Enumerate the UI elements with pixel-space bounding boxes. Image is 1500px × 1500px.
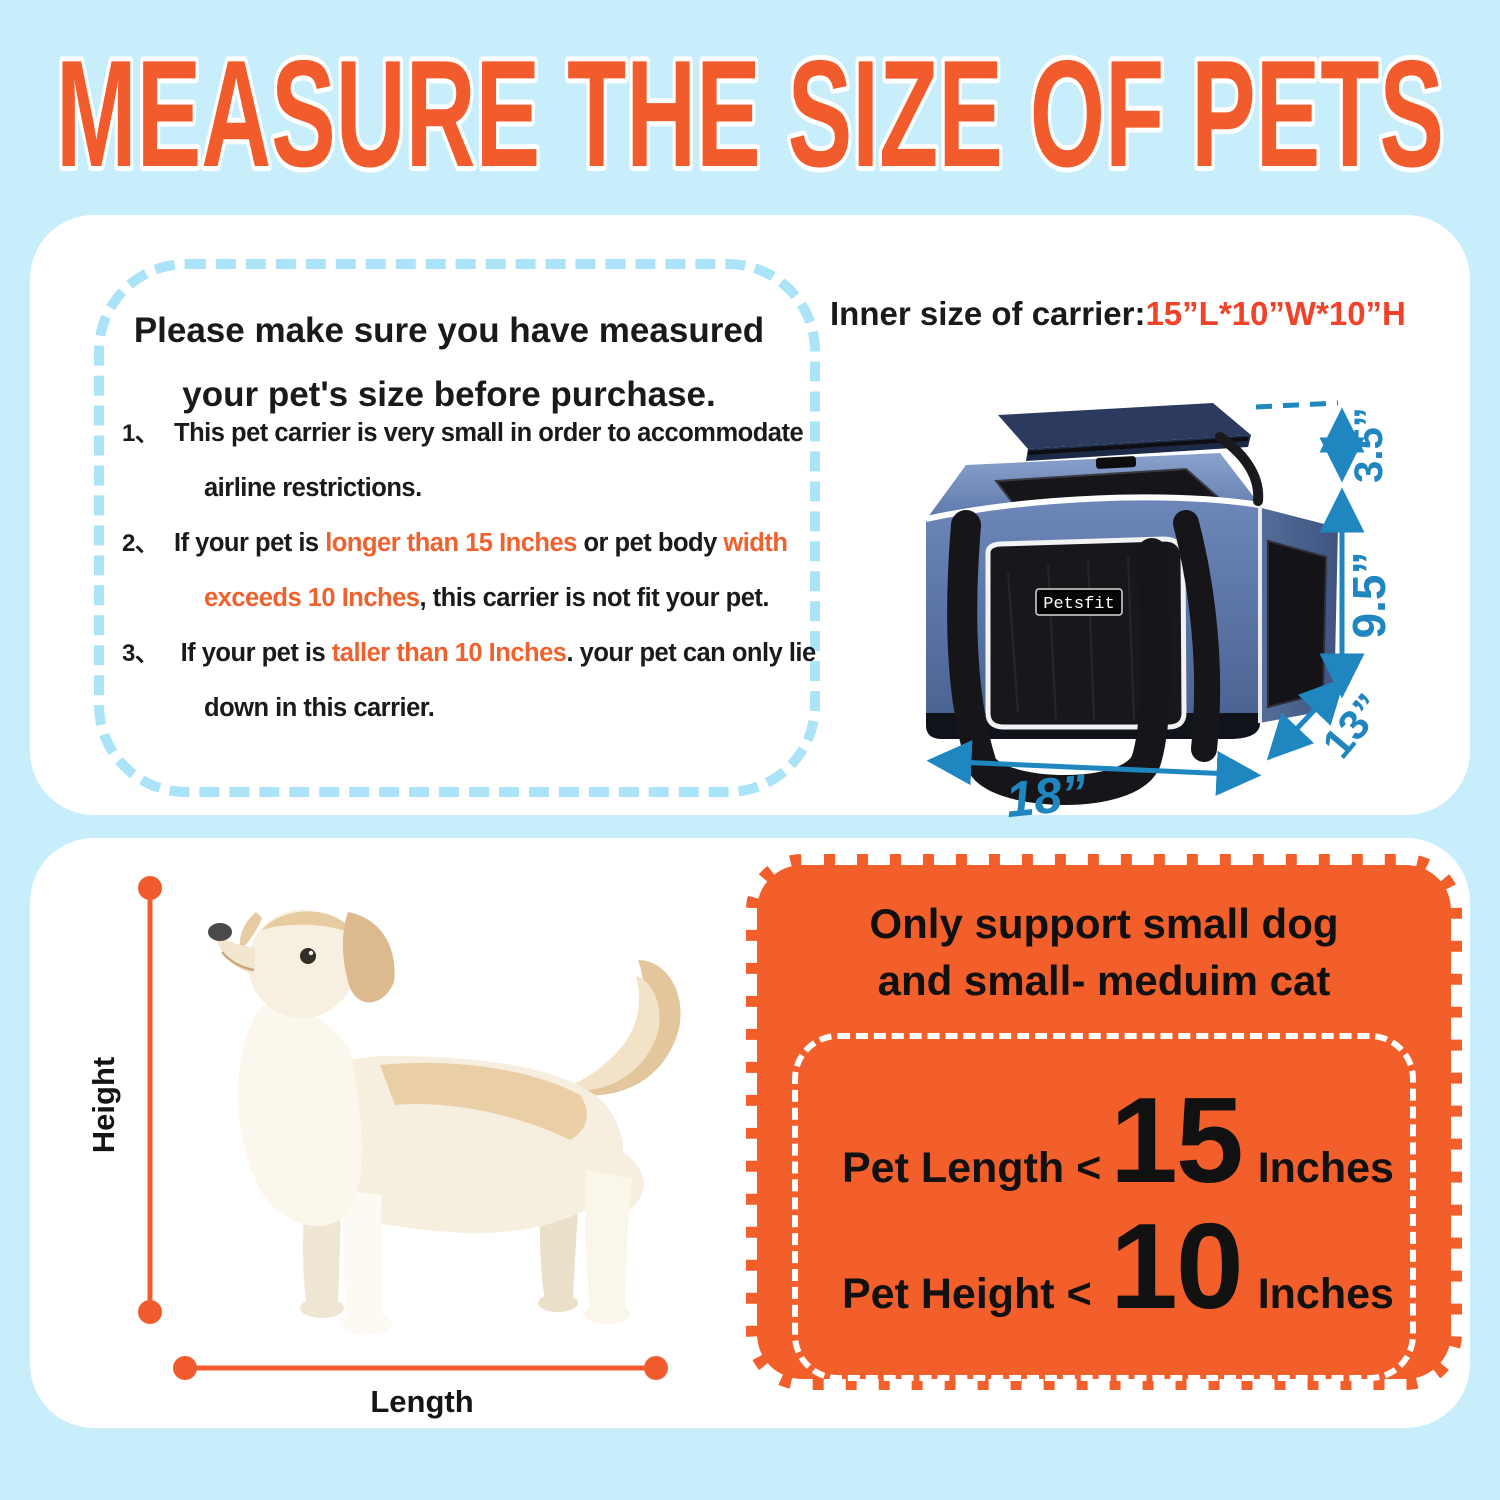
notice-item-2: 2、 If your pet is longer than 15 Inches o… <box>122 516 812 571</box>
item-2-highlight-width2: exceeds 10 Inches <box>204 584 420 612</box>
item-1-text-cont: airline restrictions. <box>204 474 422 502</box>
notice-item-2-cont: exceeds 10 Inches, this carrier is not f… <box>122 571 812 626</box>
item-2-highlight-length: longer than 15 Inches <box>325 529 577 557</box>
pet-height-unit: Inches <box>1257 1270 1394 1318</box>
item-1-text: This pet carrier is very small in order … <box>174 419 804 447</box>
carrier-brand-label: Petsfit <box>1043 595 1114 614</box>
support-heading-line2: and small- meduim cat <box>877 957 1331 1004</box>
pet-size-card: Height Length Only support small dog and… <box>30 838 1470 1428</box>
puppy-figure <box>208 910 681 1335</box>
support-heading: Only support small dog and small- meduim… <box>757 895 1451 1009</box>
page-title: MEASURE THE SIZE OF PETS <box>56 29 1444 199</box>
support-limits-box: Pet Length < 15 Inches Pet Height < 10 I… <box>792 1033 1416 1381</box>
pet-height-value: 10 <box>1110 1198 1244 1334</box>
item-1-number: 1、 <box>122 420 159 447</box>
notice-item-3: 3、 If your pet is taller than 10 Inches.… <box>122 626 816 681</box>
support-panel: Only support small dog and small- meduim… <box>746 854 1462 1390</box>
item-3-text2: . your pet can only lie <box>566 639 816 667</box>
item-2-text: If your pet is <box>174 529 326 557</box>
notice-item-3-cont: down in this carrier. <box>122 681 812 736</box>
page-title-banner: MEASURE THE SIZE OF PETS <box>51 24 1449 204</box>
pet-length-value: 15 <box>1110 1072 1244 1208</box>
measure-info-card: Please make sure you have measured your … <box>30 215 1470 819</box>
dim-arrow-18 <box>926 740 1262 796</box>
dim-arrow-13 <box>1266 677 1346 761</box>
pet-length-label: Pet Length < <box>842 1144 1102 1192</box>
dog-measure-overlay: Height Length <box>86 876 668 1419</box>
dim-label-9-5: 9.5” <box>1343 552 1395 639</box>
item-2-text2: or pet body <box>576 529 724 557</box>
inner-size-heading: Inner size of carrier:15”L*10”W*10”H <box>830 295 1406 333</box>
inner-size-value: 15”L*10”W*10”H <box>1145 295 1406 332</box>
item-2-highlight-width: width <box>723 529 788 557</box>
carrier-illustration: Petsfit 3.5” 9.5” 13” 18” <box>925 400 1395 819</box>
item-3-highlight-height: taller than 10 Inches <box>331 639 567 667</box>
notice-dashed-box <box>94 259 820 797</box>
dim-label-3-5: 3.5” <box>1347 407 1391 483</box>
length-label: Length <box>370 1384 473 1419</box>
dog-illustration: Height Length <box>86 876 681 1419</box>
carrier-bag: Petsfit <box>925 403 1339 805</box>
item-3-text: If your pet is <box>174 639 332 667</box>
top-reference-dashed-line <box>1255 400 1339 410</box>
carrier-dimensions: 3.5” 9.5” 13” 18” <box>926 400 1395 819</box>
notice-heading-line2: your pet's size before purchase. <box>182 375 716 414</box>
support-heading-line1: Only support small dog <box>869 900 1339 947</box>
dim-label-18: 18” <box>1003 764 1089 819</box>
notice-heading-line1: Please make sure you have measured <box>133 311 765 350</box>
pet-height-row: Pet Height < 10 Inches <box>798 1198 1410 1334</box>
notice-heading: Please make sure you have measured your … <box>108 299 790 427</box>
pet-length-unit: Inches <box>1257 1144 1394 1192</box>
item-2-text-cont: , this carrier is not fit your pet. <box>419 584 769 612</box>
pet-height-label: Pet Height < <box>842 1270 1092 1318</box>
notice-item-1-cont: airline restrictions. <box>122 461 812 516</box>
notice-item-1: 1、 This pet carrier is very small in orde… <box>122 406 812 461</box>
notice-list: 1、 This pet carrier is very small in orde… <box>122 406 816 736</box>
pet-length-row: Pet Length < 15 Inches <box>798 1072 1410 1208</box>
item-2-number: 2、 <box>122 530 159 557</box>
height-label: Height <box>86 1057 121 1153</box>
item-3-text-cont: down in this carrier. <box>204 694 435 722</box>
inner-size-label: Inner size of carrier: <box>830 295 1146 332</box>
item-3-number: 3、 <box>122 640 159 667</box>
